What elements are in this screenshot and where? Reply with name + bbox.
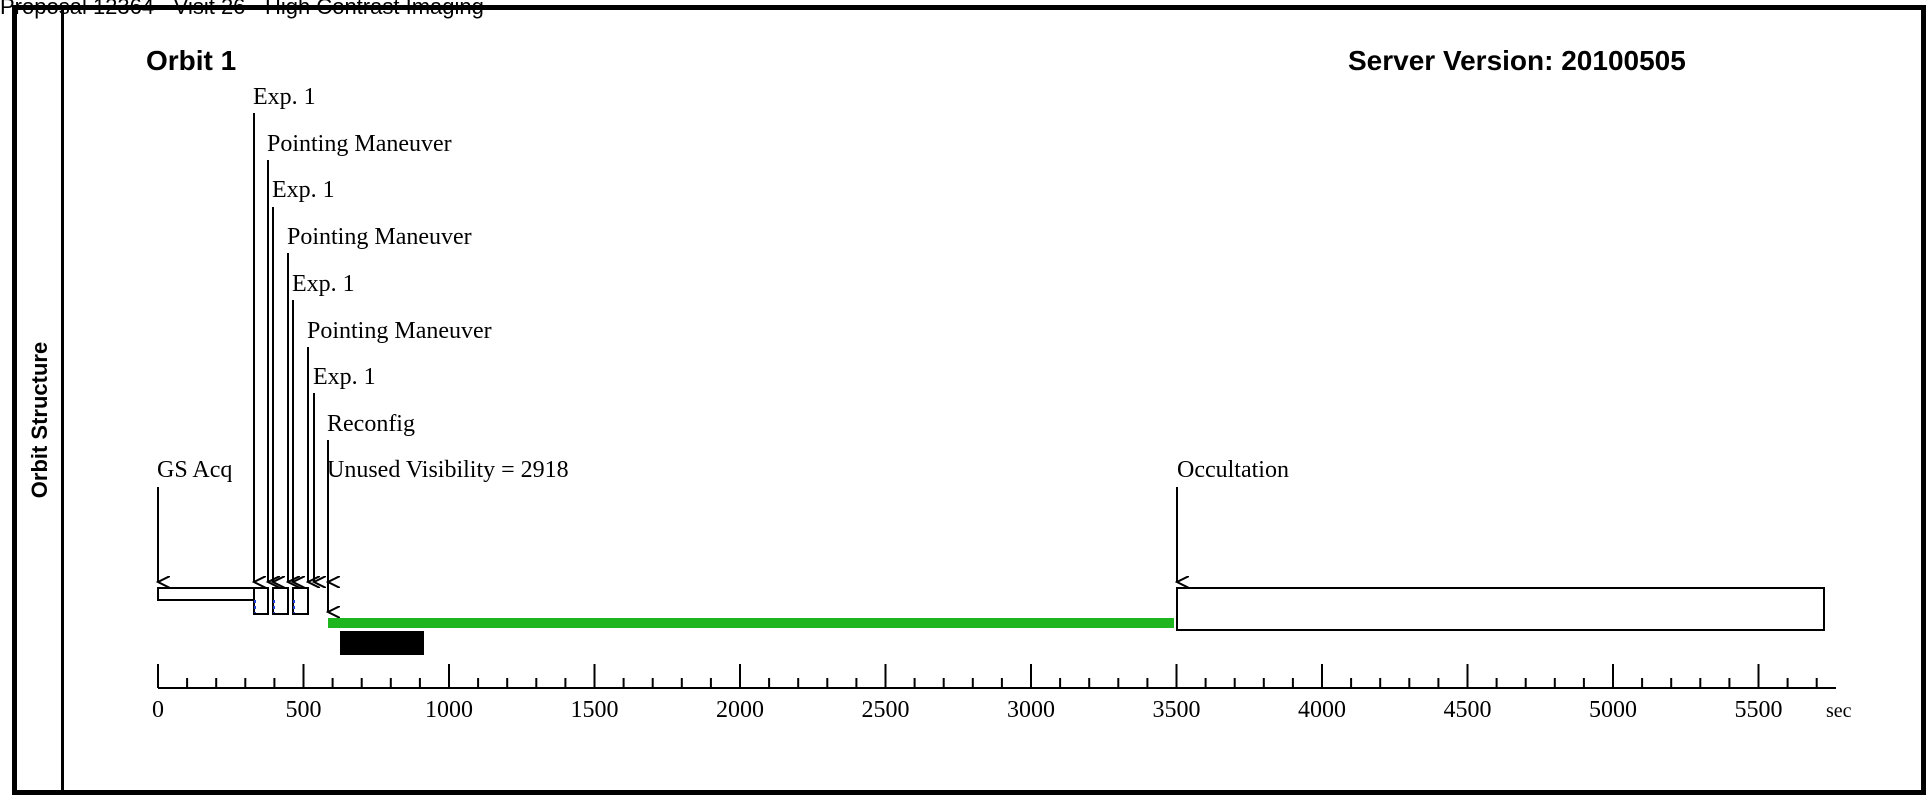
event-label-exp-1: Exp. 1	[272, 177, 335, 203]
axis-tick-label: 5500	[1735, 697, 1783, 723]
exposure-block	[292, 587, 309, 615]
exposure-block	[272, 587, 289, 615]
axis-unit-label: sec	[1826, 700, 1852, 722]
axis-tick-label: 3500	[1153, 697, 1201, 723]
orbit-title: Orbit 1	[146, 45, 236, 76]
exposure-dash-markers	[254, 600, 295, 613]
axis-tick-label: 4000	[1298, 697, 1346, 723]
event-label-reconfig: Reconfig	[327, 411, 415, 437]
axis-tick-label: 5000	[1589, 697, 1637, 723]
event-label-gs-acq: GS Acq	[157, 457, 232, 483]
event-label-exp-1: Exp. 1	[253, 84, 316, 110]
axis-tick-label: 1000	[425, 697, 473, 723]
axis-tick-label: 0	[152, 697, 164, 723]
server-version: Server Version: 20100505	[1348, 45, 1686, 76]
sidebar: Orbit Structure	[17, 10, 64, 790]
event-label-exp-1: Exp. 1	[313, 364, 376, 390]
axis-tick-label: 500	[286, 697, 322, 723]
time-axis: 0 500 1000 1500 2000 2500 3000 3500 4000 4500 5000…	[152, 664, 1852, 723]
event-label-exp-1: Exp. 1	[292, 271, 355, 297]
event-label-pointing-maneuver: Pointing Maneuver	[287, 224, 472, 250]
axis-tick-label: 2000	[716, 697, 764, 723]
event-label-occultation: Occultation	[1177, 457, 1289, 483]
occultation-block	[1176, 587, 1825, 631]
event-label-pointing-maneuver: Pointing Maneuver	[307, 318, 492, 344]
axis-tick-label: 1500	[571, 697, 619, 723]
unused-visibility-bar	[328, 618, 1174, 628]
event-leader-lines	[158, 113, 1177, 612]
gs-acq-block	[157, 587, 255, 601]
axis-tick-label: 4500	[1444, 697, 1492, 723]
event-label-pointing-maneuver: Pointing Maneuver	[267, 131, 452, 157]
axis-tick-label: 3000	[1007, 697, 1055, 723]
exposure-block	[253, 587, 269, 615]
black-block	[340, 631, 424, 655]
axis-tick-label: 2500	[862, 697, 910, 723]
event-label-unused-visibility: Unused Visibility = 2918	[327, 457, 569, 483]
